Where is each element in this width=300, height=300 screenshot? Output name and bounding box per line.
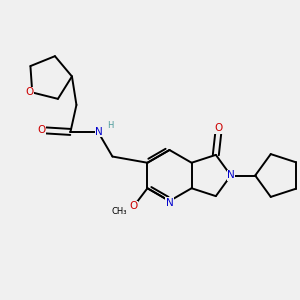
Text: O: O [214, 124, 222, 134]
Text: O: O [38, 125, 46, 135]
Text: N: N [166, 197, 173, 208]
Text: H: H [107, 122, 114, 130]
Text: N: N [227, 170, 235, 181]
Text: O: O [129, 201, 137, 211]
Text: CH₃: CH₃ [112, 207, 127, 216]
Text: O: O [26, 88, 34, 98]
Text: N: N [95, 127, 103, 137]
